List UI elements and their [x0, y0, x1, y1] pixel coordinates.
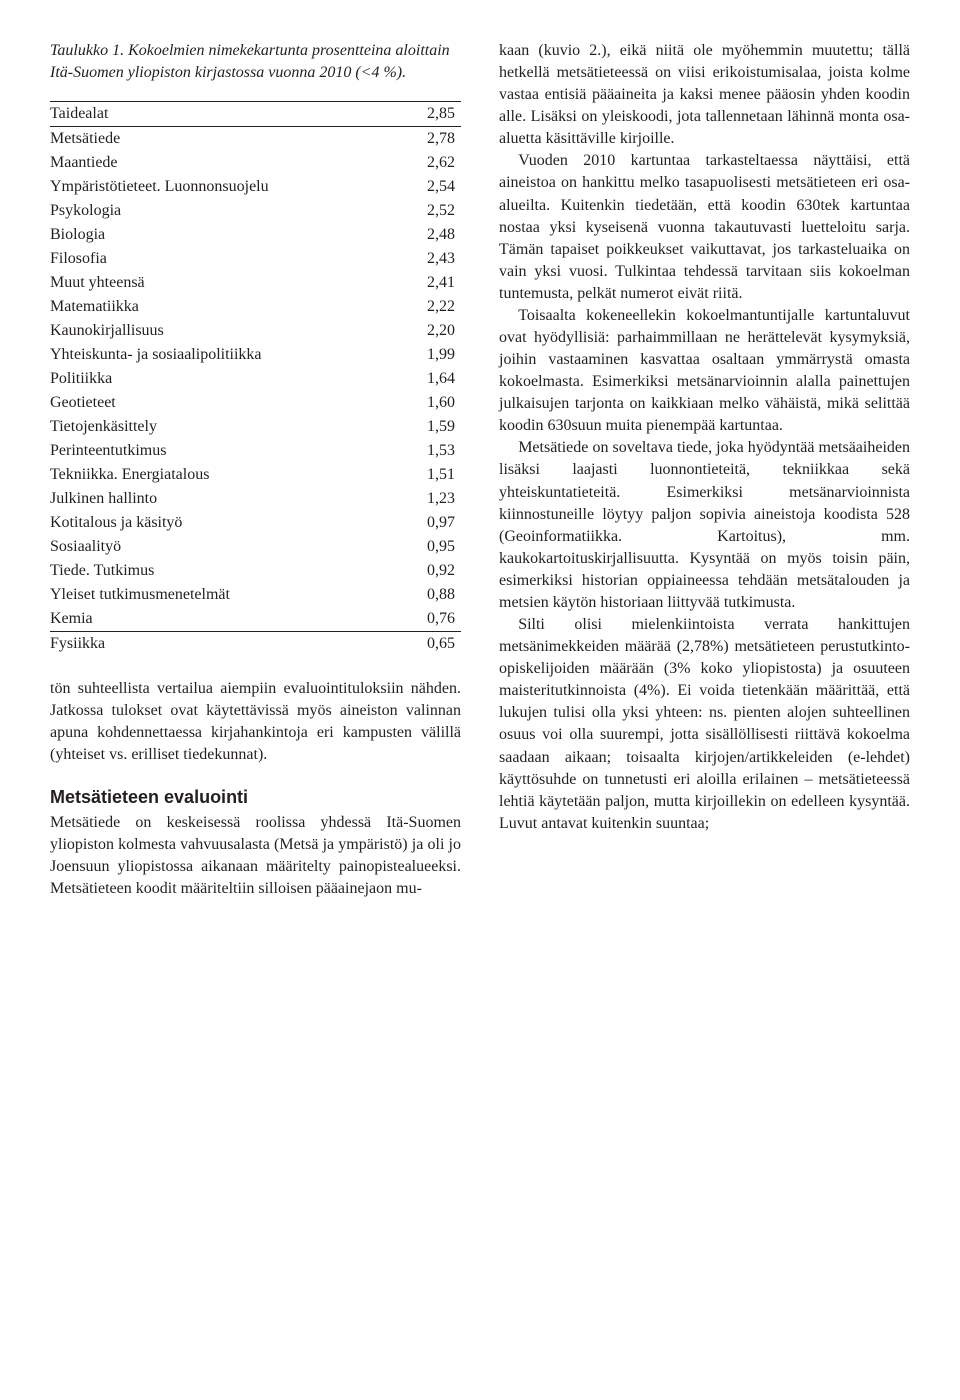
row-label: Matematiikka — [50, 295, 406, 319]
table-row: Geotieteet1,60 — [50, 391, 461, 415]
row-value: 0,92 — [406, 559, 461, 583]
row-label: Yleiset tutkimusmenetelmät — [50, 583, 406, 607]
row-label: Kaunokirjallisuus — [50, 319, 406, 343]
row-value: 1,51 — [406, 463, 461, 487]
row-value: 2,85 — [406, 102, 461, 127]
body-paragraph: Metsätiede on soveltava tiede, joka hyöd… — [499, 437, 910, 614]
section-heading: Metsätieteen evaluointi — [50, 787, 461, 808]
table-row: Sosiaalityö0,95 — [50, 535, 461, 559]
table-row: Yhteiskunta- ja sosiaalipolitiikka1,99 — [50, 343, 461, 367]
row-label: Metsätiede — [50, 127, 406, 152]
row-label: Yhteiskunta- ja sosiaalipolitiikka — [50, 343, 406, 367]
table-row: Perinteentutkimus1,53 — [50, 439, 461, 463]
table-row: Metsätiede2,78 — [50, 127, 461, 152]
table-row: Biologia2,48 — [50, 223, 461, 247]
body-paragraph: Vuoden 2010 kartuntaa tarkasteltaessa nä… — [499, 150, 910, 305]
row-value: 0,76 — [406, 607, 461, 632]
table-row: Julkinen hallinto1,23 — [50, 487, 461, 511]
table-row: Ympäristötieteet. Luonnonsuojelu2,54 — [50, 175, 461, 199]
row-value: 1,64 — [406, 367, 461, 391]
table-row: Psykologia2,52 — [50, 199, 461, 223]
row-label: Fysiikka — [50, 632, 406, 657]
table-row: Fysiikka0,65 — [50, 632, 461, 657]
row-value: 1,23 — [406, 487, 461, 511]
body-paragraph: Silti olisi mielenkiintoista verrata han… — [499, 614, 910, 835]
row-value: 2,41 — [406, 271, 461, 295]
table-row: Tekniikka. Energiatalous1,51 — [50, 463, 461, 487]
row-value: 0,65 — [406, 632, 461, 657]
body-paragraph: Toisaalta kokeneellekin kokoelmantuntija… — [499, 305, 910, 437]
table-caption: Taulukko 1. Kokoelmien nimekekartunta pr… — [50, 40, 461, 83]
table-row: Politiikka1,64 — [50, 367, 461, 391]
row-label: Psykologia — [50, 199, 406, 223]
table-row: Matematiikka2,22 — [50, 295, 461, 319]
row-label: Ympäristötieteet. Luonnonsuojelu — [50, 175, 406, 199]
row-label: Sosiaalityö — [50, 535, 406, 559]
table-row: Tiede. Tutkimus0,92 — [50, 559, 461, 583]
row-value: 2,22 — [406, 295, 461, 319]
table-row: Taidealat2,85 — [50, 102, 461, 127]
row-label: Tiede. Tutkimus — [50, 559, 406, 583]
row-label: Geotieteet — [50, 391, 406, 415]
row-label: Politiikka — [50, 367, 406, 391]
table-row: Muut yhteensä2,41 — [50, 271, 461, 295]
row-value: 0,95 — [406, 535, 461, 559]
row-value: 2,43 — [406, 247, 461, 271]
body-paragraph: tön suhteellista vertailua aiempiin eval… — [50, 678, 461, 766]
row-value: 0,88 — [406, 583, 461, 607]
row-value: 1,59 — [406, 415, 461, 439]
row-value: 2,48 — [406, 223, 461, 247]
row-value: 1,53 — [406, 439, 461, 463]
body-paragraph: Metsätiede on keskeisessä roolissa yhdes… — [50, 812, 461, 900]
row-value: 2,54 — [406, 175, 461, 199]
table-row: Kemia0,76 — [50, 607, 461, 632]
row-label: Filosofia — [50, 247, 406, 271]
row-label: Julkinen hallinto — [50, 487, 406, 511]
row-value: 1,99 — [406, 343, 461, 367]
row-value: 2,52 — [406, 199, 461, 223]
row-label: Kotitalous ja käsityö — [50, 511, 406, 535]
row-label: Tietojenkäsittely — [50, 415, 406, 439]
data-table: Taidealat2,85Metsätiede2,78Maantiede2,62… — [50, 101, 461, 656]
row-label: Maantiede — [50, 151, 406, 175]
row-label: Taidealat — [50, 102, 406, 127]
row-label: Muut yhteensä — [50, 271, 406, 295]
table-row: Yleiset tutkimusmenetelmät0,88 — [50, 583, 461, 607]
row-label: Kemia — [50, 607, 406, 632]
row-label: Tekniikka. Energiatalous — [50, 463, 406, 487]
table-row: Kotitalous ja käsityö0,97 — [50, 511, 461, 535]
row-label: Biologia — [50, 223, 406, 247]
row-value: 0,97 — [406, 511, 461, 535]
table-row: Maantiede2,62 — [50, 151, 461, 175]
row-label: Perinteentutkimus — [50, 439, 406, 463]
row-value: 2,78 — [406, 127, 461, 152]
table-row: Tietojenkäsittely1,59 — [50, 415, 461, 439]
body-paragraph: kaan (kuvio 2.), eikä niitä ole myöhemmi… — [499, 40, 910, 150]
table-row: Kaunokirjallisuus2,20 — [50, 319, 461, 343]
table-row: Filosofia2,43 — [50, 247, 461, 271]
row-value: 2,20 — [406, 319, 461, 343]
row-value: 2,62 — [406, 151, 461, 175]
row-value: 1,60 — [406, 391, 461, 415]
